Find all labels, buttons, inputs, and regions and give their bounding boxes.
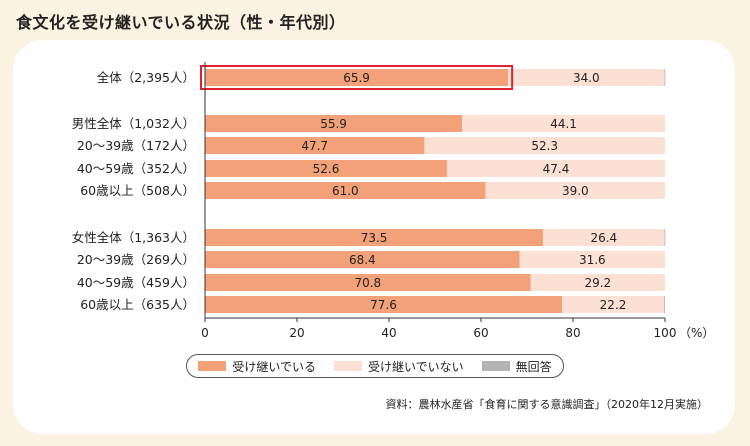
bar-segment-inherit [205, 274, 531, 291]
bar-value-label: 31.6 [579, 253, 606, 267]
bar-segment-not-inherit [543, 229, 665, 246]
category-label: 60歳以上（508人） [80, 183, 195, 198]
bar-value-label: 55.9 [320, 117, 347, 131]
bar-segment-not-inherit [485, 182, 665, 199]
x-tick-label: 60 [473, 326, 488, 340]
bar-value-label: 68.4 [349, 253, 376, 267]
legend-label-no-answer: 無回答 [515, 359, 552, 374]
legend-label-not-inherit: 受け継いでいない [367, 359, 464, 374]
bar-segment-not-inherit [530, 274, 665, 291]
bar-value-label: 70.8 [354, 276, 381, 290]
category-label: 40～59歳（352人） [77, 161, 195, 176]
bar-segment-not-inherit [508, 69, 665, 86]
bar-segment-not-inherit [561, 296, 665, 313]
legend: 受け継いでいる 受け継いでいない 無回答 [186, 354, 564, 378]
bar-segment-inherit [205, 137, 425, 154]
x-tick-label: 100 [654, 326, 677, 340]
bar-value-label: 47.4 [543, 162, 570, 176]
bar-segment-inherit [205, 229, 544, 246]
category-label: 全体（2,395人） [97, 70, 195, 85]
bar-segment-not-inherit [519, 251, 665, 268]
x-tick-label: 40 [381, 326, 396, 340]
legend-label-inherit: 受け継いでいる [232, 359, 316, 374]
highlight-box [200, 65, 514, 90]
bar-value-label: 73.5 [361, 231, 388, 245]
bar-value-label: 61.0 [332, 184, 359, 198]
bar-segment-inherit [205, 251, 520, 268]
x-tick-label: 20 [289, 326, 304, 340]
bar-value-label: 65.9 [343, 71, 370, 85]
bar-segment-not-inherit [424, 137, 665, 154]
legend-item-not-inherit: 受け継いでいない [333, 358, 464, 375]
bar-segment-inherit [205, 296, 562, 313]
x-axis-unit: （%） [679, 326, 714, 340]
legend-swatch-inherit [198, 361, 227, 371]
bar-segment-inherit [205, 182, 486, 199]
bar-value-label: 77.6 [370, 298, 397, 312]
bar-value-label: 39.0 [562, 184, 589, 198]
category-label: 40～59歳（459人） [77, 275, 195, 290]
category-label: 20～39歳（172人） [77, 138, 195, 153]
bar-value-label: 44.1 [550, 117, 577, 131]
bar-segment-no-answer [664, 296, 665, 313]
x-tick-label: 0 [201, 326, 209, 340]
bar-segment-not-inherit [446, 160, 665, 177]
legend-item-no-answer: 無回答 [481, 358, 552, 375]
bar-segment-no-answer [664, 229, 666, 246]
legend-swatch-no-answer [481, 361, 510, 371]
category-label: 男性全体（1,032人） [72, 116, 195, 131]
legend-swatch-not-inherit [333, 361, 362, 371]
bar-segment-not-inherit [462, 115, 665, 132]
legend-item-inherit: 受け継いでいる [198, 358, 316, 375]
bar-segment-inherit [205, 160, 447, 177]
bar-value-label: 52.6 [313, 162, 340, 176]
bar-segment-inherit [205, 69, 509, 86]
bar-segment-inherit [205, 115, 463, 132]
x-tick-label: 80 [565, 326, 580, 340]
bar-value-label: 22.2 [600, 298, 627, 312]
category-label: 女性全体（1,363人） [72, 230, 195, 245]
bar-value-label: 47.7 [301, 139, 328, 153]
chart-title: 食文化を受け継いでいる状況（性・年代別） [16, 13, 346, 32]
bar-segment-no-answer [664, 69, 666, 86]
bar-value-label: 26.4 [590, 231, 617, 245]
source-note: 資料：農林水産省「食育に関する意識調査」（2020年12月実施） [385, 398, 709, 411]
bar-value-label: 29.2 [584, 276, 611, 290]
category-label: 60歳以上（635人） [80, 297, 195, 312]
bar-value-label: 34.0 [573, 71, 600, 85]
category-label: 20～39歳（269人） [77, 252, 195, 267]
bar-value-label: 52.3 [531, 139, 558, 153]
